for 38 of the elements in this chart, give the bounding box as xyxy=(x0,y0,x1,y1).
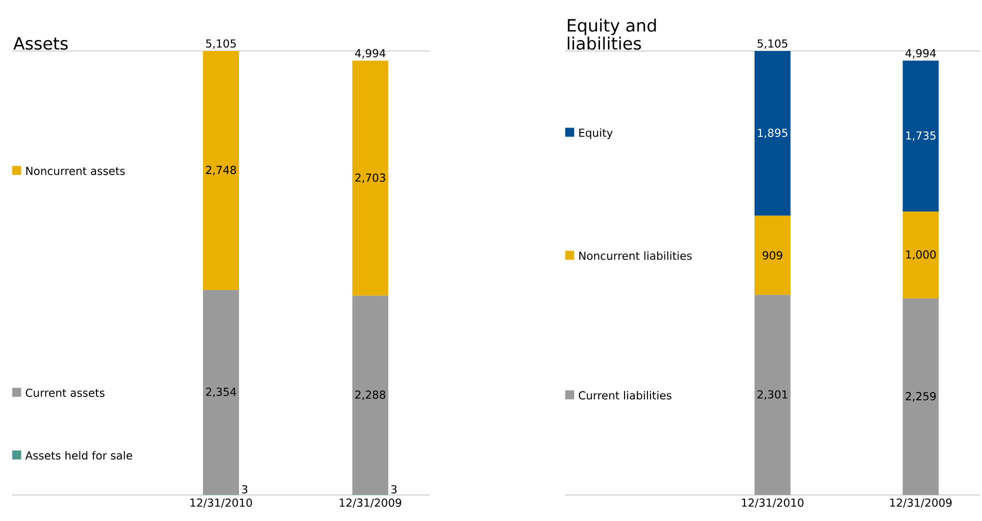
bar xyxy=(902,60,939,212)
data-label: 2,259 xyxy=(906,392,936,402)
bar xyxy=(203,290,239,495)
x-tick-label: 12/31/2009 xyxy=(890,498,952,508)
total-label: 4,994 xyxy=(355,48,386,58)
bar xyxy=(754,294,791,495)
data-label: 2,703 xyxy=(355,173,386,183)
bar xyxy=(902,212,939,299)
data-label: 1,895 xyxy=(758,128,788,138)
legend-label: Current liabilities xyxy=(578,391,672,400)
x-tick-label: 12/31/2010 xyxy=(742,498,804,508)
legend-label: Noncurrent liabilities xyxy=(579,251,692,260)
total-label: 4,994 xyxy=(906,48,936,58)
legend-label: Equity xyxy=(579,128,613,140)
data-label: 3 xyxy=(242,485,248,494)
data-label: 1,735 xyxy=(906,131,936,141)
total-label: 5,105 xyxy=(758,39,788,49)
bar xyxy=(352,60,388,296)
data-label: 909 xyxy=(762,251,782,260)
legend-label: Assets held for sale xyxy=(25,451,132,460)
data-label: 2,748 xyxy=(206,166,236,176)
bar xyxy=(203,50,239,290)
data-label: 2,288 xyxy=(355,390,386,400)
data-label: 1,000 xyxy=(906,250,936,260)
bar xyxy=(754,216,791,295)
bar xyxy=(902,298,939,495)
total-label: 5,105 xyxy=(206,39,236,49)
x-tick-label: 12/31/2009 xyxy=(340,498,402,508)
bar xyxy=(352,296,388,495)
data-label: 3 xyxy=(391,485,397,494)
legend-label: Noncurrent assets xyxy=(26,166,125,176)
bar xyxy=(754,50,791,216)
chart-title: Equity and liabilities xyxy=(568,18,656,50)
chart-title: Assets xyxy=(13,37,68,50)
data-label: 2,354 xyxy=(206,388,236,398)
legend-label: Current assets xyxy=(26,388,104,397)
data-label: 2,301 xyxy=(758,390,788,400)
x-tick-label: 12/31/2010 xyxy=(190,498,252,508)
